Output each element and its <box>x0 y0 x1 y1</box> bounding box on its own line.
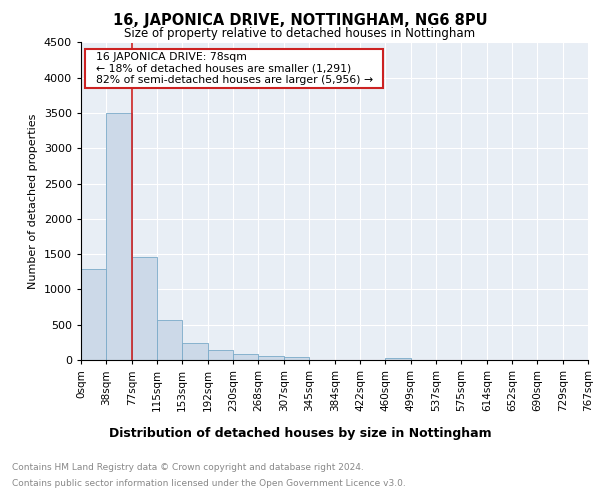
Bar <box>106 113 132 360</box>
Text: Contains public sector information licensed under the Open Government Licence v3: Contains public sector information licen… <box>12 478 406 488</box>
Bar <box>233 354 258 360</box>
Bar <box>284 357 309 360</box>
Text: 16 JAPONICA DRIVE: 78sqm  
  ← 18% of detached houses are smaller (1,291)  
  82: 16 JAPONICA DRIVE: 78sqm ← 18% of detach… <box>89 52 380 85</box>
Bar <box>81 269 106 360</box>
Text: Distribution of detached houses by size in Nottingham: Distribution of detached houses by size … <box>109 428 491 440</box>
Text: Contains HM Land Registry data © Crown copyright and database right 2024.: Contains HM Land Registry data © Crown c… <box>12 464 364 472</box>
Bar <box>132 257 157 360</box>
Bar <box>157 320 182 360</box>
Y-axis label: Number of detached properties: Number of detached properties <box>28 114 38 289</box>
Bar <box>385 358 411 360</box>
Bar <box>208 350 233 360</box>
Text: Size of property relative to detached houses in Nottingham: Size of property relative to detached ho… <box>124 28 476 40</box>
Text: 16, JAPONICA DRIVE, NOTTINGHAM, NG6 8PU: 16, JAPONICA DRIVE, NOTTINGHAM, NG6 8PU <box>113 12 487 28</box>
Bar <box>182 343 208 360</box>
Bar <box>258 356 284 360</box>
